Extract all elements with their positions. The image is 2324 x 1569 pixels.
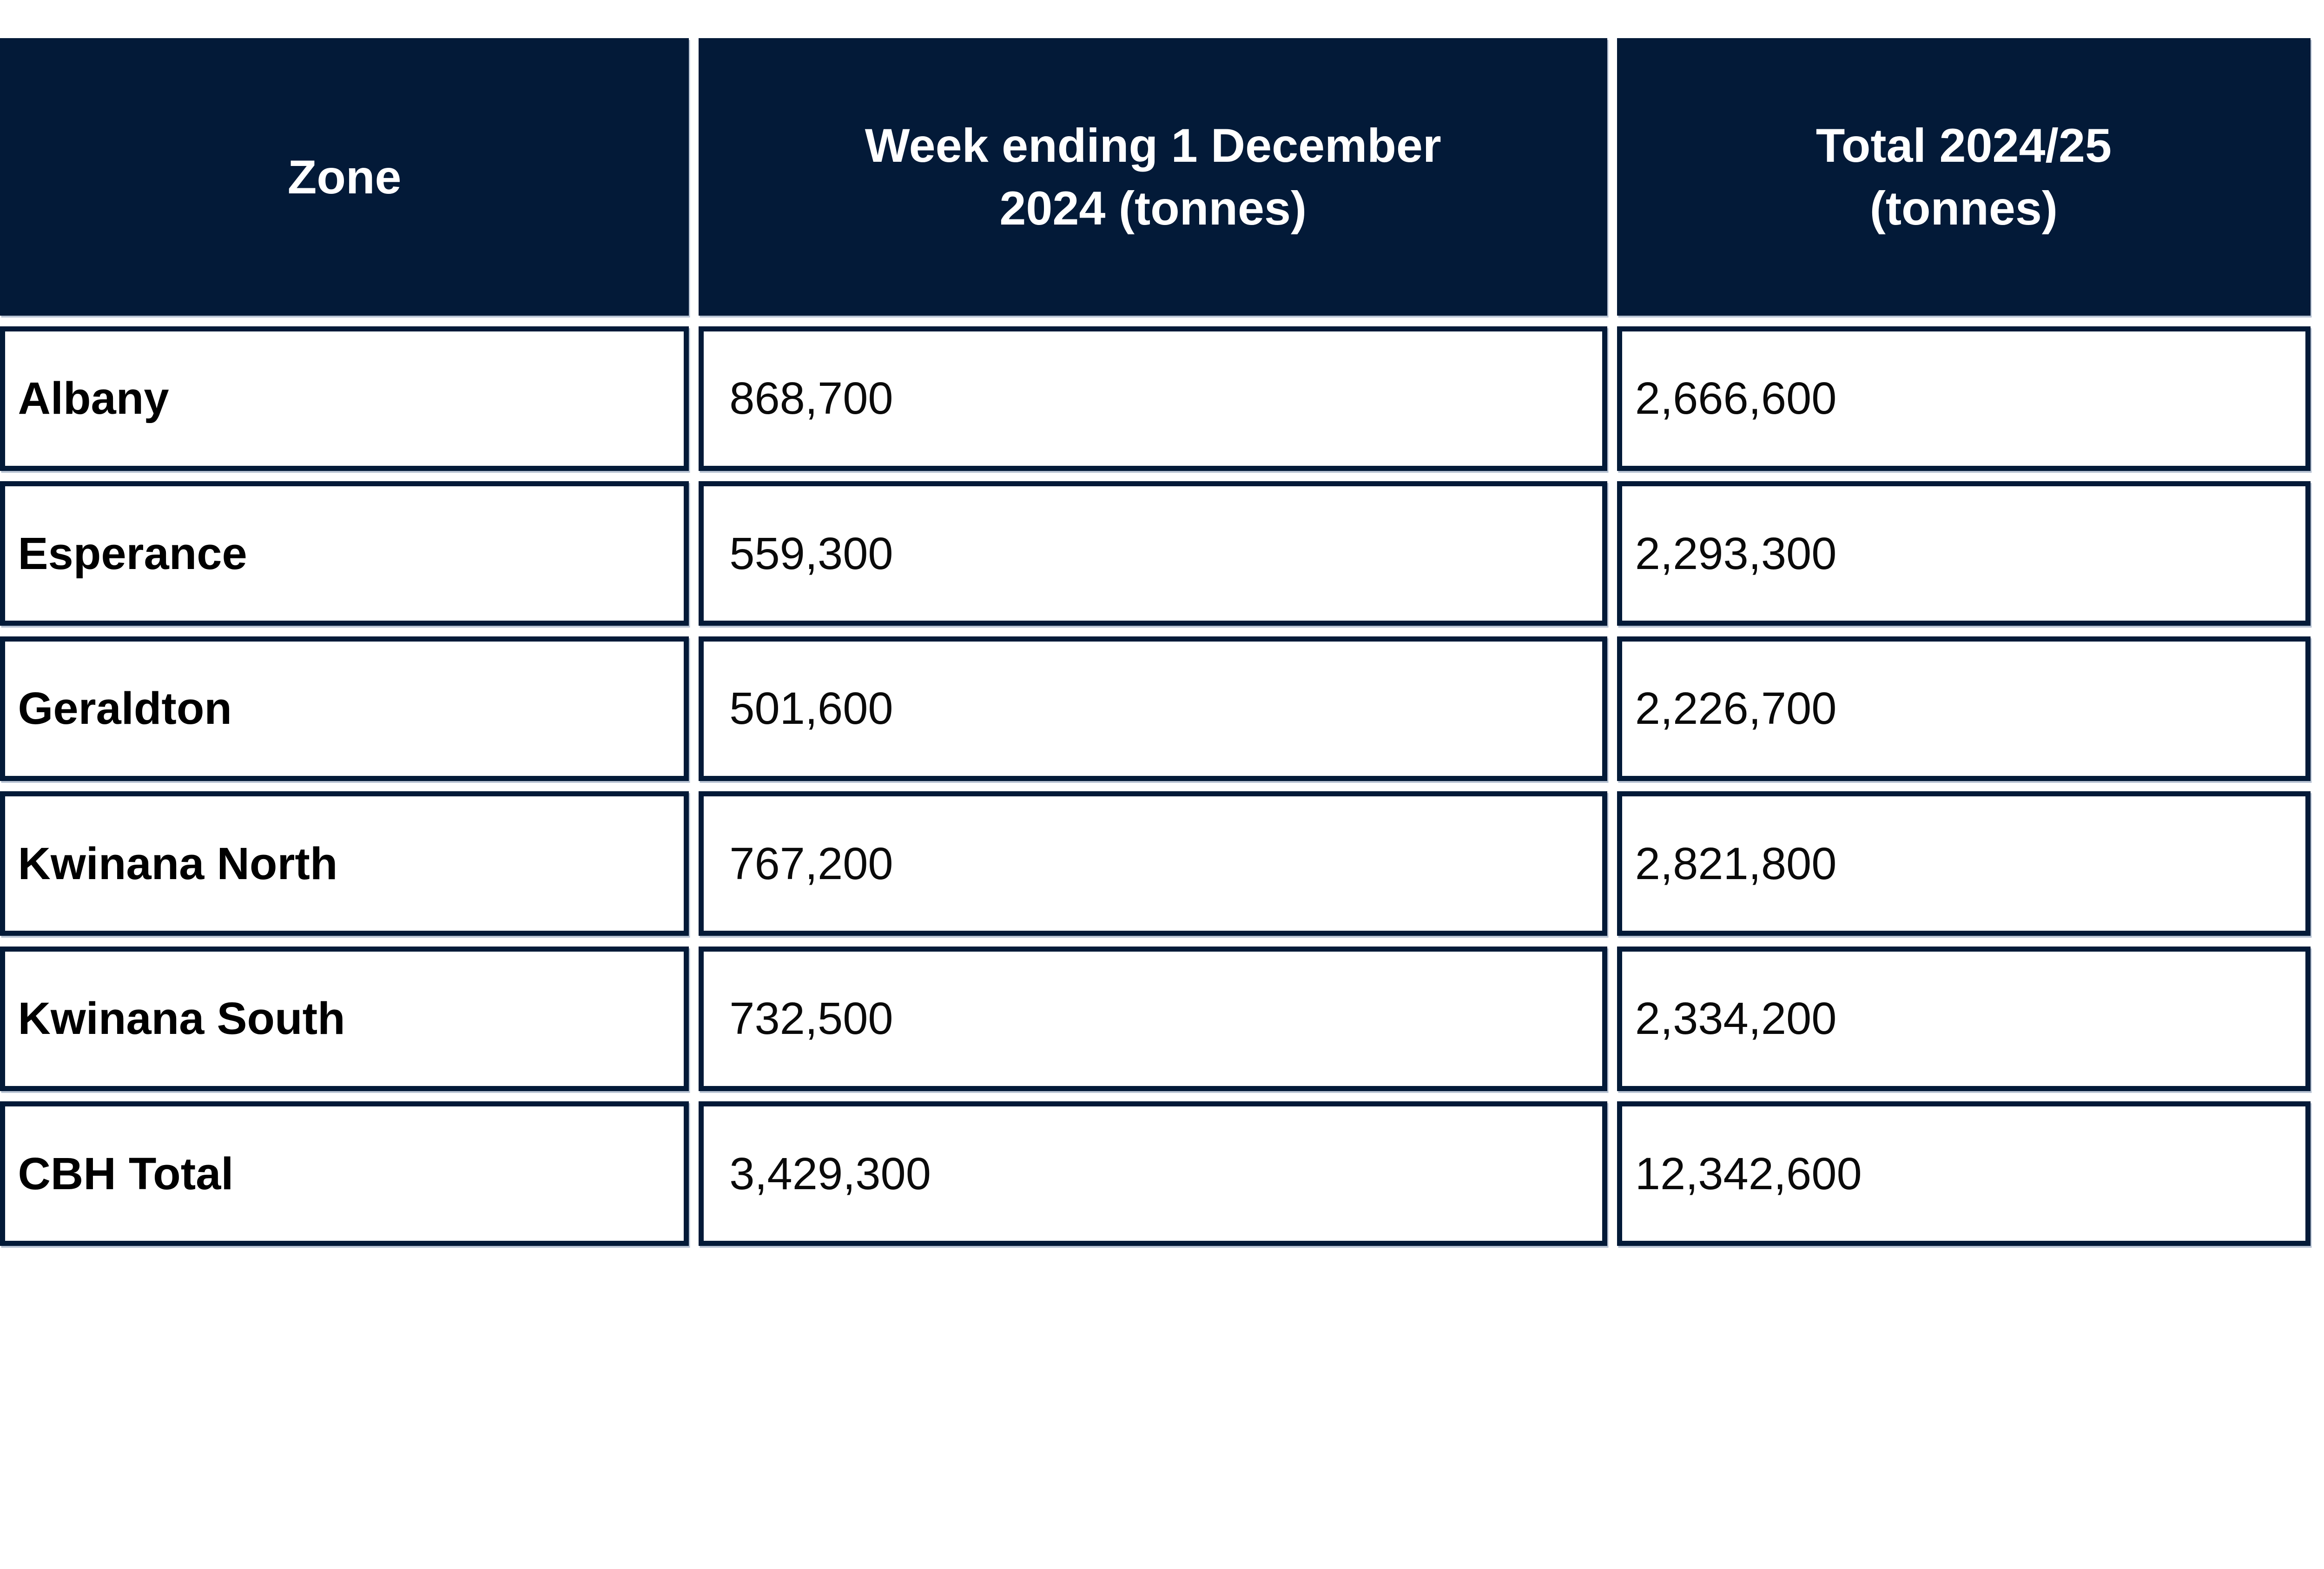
header-cell-week-ending: Week ending 1 December 2024 (tonnes)	[699, 38, 1608, 316]
row-geraldton-total-cell: 2,226,700	[1617, 636, 2311, 781]
row-esperance-total-cell: 2,293,300	[1617, 481, 2311, 626]
row-kwinana-south-week-cell: 732,500	[699, 946, 1608, 1091]
row-cbh-total-week-cell: 3,429,300	[699, 1101, 1608, 1246]
header-cell-zone: Zone	[0, 38, 689, 316]
row-albany-week-cell: 868,700	[699, 326, 1608, 471]
row-kwinana-north-week-cell: 767,200	[699, 791, 1608, 936]
row-geraldton-week-cell: 501,600	[699, 636, 1608, 781]
row-cbh-total-zone-cell: CBH Total	[0, 1101, 689, 1246]
row-kwinana-north-zone-cell: Kwinana North	[0, 791, 689, 936]
header-label-week-ending: Week ending 1 December 2024 (tonnes)	[865, 118, 1441, 235]
page-canvas: Zone Week ending 1 December 2024 (tonnes…	[0, 38, 2318, 1246]
row-esperance-week-cell: 559,300	[699, 481, 1608, 626]
row-cbh-total-total-cell: 12,342,600	[1617, 1101, 2311, 1246]
row-kwinana-north-total-cell: 2,821,800	[1617, 791, 2311, 936]
row-esperance-zone-cell: Esperance	[0, 481, 689, 626]
row-albany-total-cell: 2,666,600	[1617, 326, 2311, 471]
header-cell-total: Total 2024/25 (tonnes)	[1617, 38, 2311, 316]
header-label-zone: Zone	[287, 150, 402, 204]
row-kwinana-south-zone-cell: Kwinana South	[0, 946, 689, 1091]
header-label-total: Total 2024/25 (tonnes)	[1816, 118, 2112, 235]
grain-deliveries-table: Zone Week ending 1 December 2024 (tonnes…	[0, 38, 2318, 1246]
row-geraldton-zone-cell: Geraldton	[0, 636, 689, 781]
row-albany-zone-cell: Albany	[0, 326, 689, 471]
row-kwinana-south-total-cell: 2,334,200	[1617, 946, 2311, 1091]
